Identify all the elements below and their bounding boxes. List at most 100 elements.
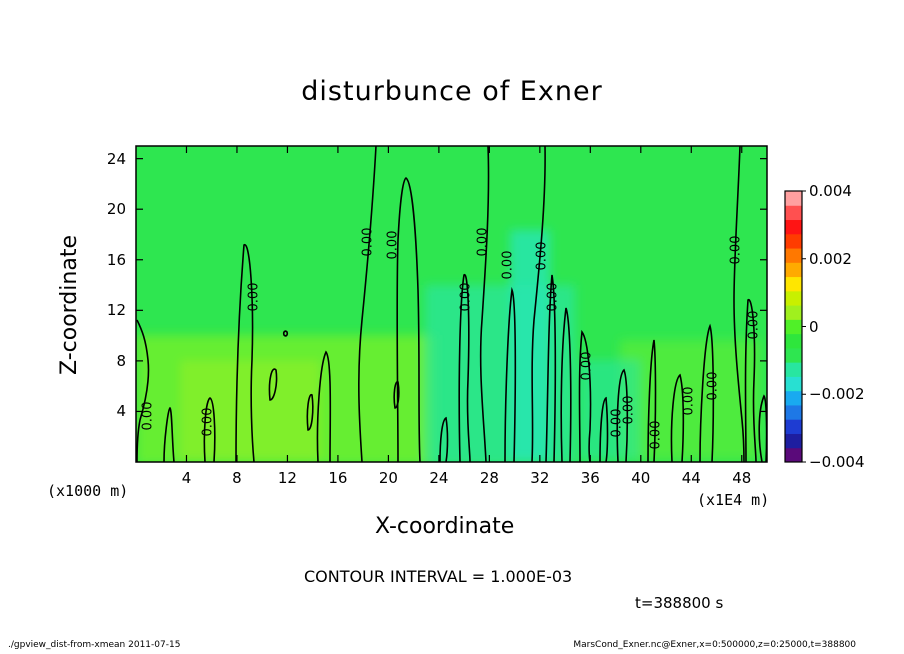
x-tick-label: 28: [479, 469, 499, 487]
x-tick-label: 16: [328, 469, 348, 487]
colorbar-swatch: [785, 333, 802, 349]
colorbar-swatch: [785, 447, 802, 463]
colorbar-swatch: [785, 276, 802, 292]
contour-line: [439, 416, 449, 462]
colorbar-swatch: [785, 404, 802, 420]
x-tick-label: 32: [530, 469, 550, 487]
contour-line: [316, 350, 332, 462]
contour-label: 0.00: [649, 421, 664, 450]
contour-line: [306, 394, 314, 431]
contour-line: [282, 330, 289, 337]
x-tick-marks: [185, 146, 743, 462]
colorbar-swatch: [785, 262, 802, 278]
colorbar: [784, 190, 806, 463]
contour-label: 0.00: [459, 283, 474, 312]
contour-label: 0.00: [580, 352, 595, 381]
footer-data-info: MarsCond_Exner.nc@Exner,x=0:500000,z=0:2…: [573, 640, 856, 650]
contour-label: 0.00: [247, 283, 262, 312]
colorbar-swatch: [785, 319, 802, 335]
contour-line: [163, 406, 175, 462]
contour-line: [733, 146, 745, 462]
time-label: t=388800 s: [635, 594, 724, 612]
contour-label: 0.00: [706, 372, 721, 401]
colorbar-tick-label: 0.004: [809, 182, 852, 200]
colorbar-swatch: [785, 347, 802, 363]
x-tick-label: 12: [277, 469, 297, 487]
colorbar-swatch: [785, 248, 802, 263]
colorbar-swatch: [785, 376, 802, 392]
y-axis-label: Z-coordinate: [57, 235, 82, 375]
contour-line: [235, 244, 255, 462]
colorbar-swatch: [785, 433, 802, 449]
contour-line: [670, 373, 685, 462]
y-tick-marks: [136, 158, 767, 413]
contour-label: 0.00: [682, 387, 697, 416]
x-tick-label: 24: [429, 469, 449, 487]
z-unit-label: (x1000 m): [47, 482, 129, 500]
contour-label: 0.00: [729, 236, 744, 265]
contour-label: 0.00: [501, 251, 516, 280]
x-tick-label: 36: [580, 469, 600, 487]
contour-line: [504, 286, 517, 462]
contour-line: [268, 368, 278, 401]
contour-label: 0.00: [546, 283, 561, 312]
contour-line: [578, 329, 592, 462]
colorbar-swatch: [785, 305, 802, 320]
positive-anomaly-patch: [180, 360, 320, 460]
x-unit-label: (x1E4 m): [697, 491, 770, 509]
colorbar-swatch: [785, 233, 802, 249]
colorbar-swatch: [785, 290, 802, 306]
y-tick-label: 20: [106, 200, 126, 219]
colorbar-tick-label: 0.002: [809, 249, 852, 268]
contour-line: [599, 396, 609, 462]
colorbar-swatch: [785, 205, 802, 221]
y-tick-label: 16: [106, 250, 126, 269]
colorbar-swatch: [785, 419, 802, 434]
contour-line: [616, 368, 629, 462]
contour-line: [458, 274, 471, 462]
y-tick-label: 12: [106, 301, 126, 320]
contour-label: 0.00: [622, 396, 637, 425]
contour-line: [136, 319, 150, 462]
chart-title: disturbunce of Exner: [301, 76, 603, 107]
contour-line: [531, 146, 546, 462]
contour-line: [203, 397, 216, 462]
contour-label: 0.00: [201, 408, 216, 437]
contour-label: 0.00: [476, 228, 491, 257]
contour-label: 0.00: [747, 311, 762, 340]
x-tick-label: 44: [681, 469, 701, 487]
contour-label: 0.00: [535, 242, 550, 271]
colorbar-swatch: [785, 219, 802, 235]
contour-line: [396, 177, 421, 462]
contour-label: 0.00: [141, 402, 156, 431]
x-axis-label: X-coordinate: [375, 514, 515, 539]
footer-script-info: ./gpview_dist-from-xmean 2011-07-15: [8, 640, 181, 650]
contour-line: [545, 274, 557, 462]
y-tick-label: 8: [116, 351, 126, 370]
colorbar-tick-label: −0.004: [809, 453, 865, 471]
contour-label: 0.00: [386, 231, 401, 260]
colorbar-swatch: [785, 390, 802, 406]
x-tick-label: 20: [378, 469, 398, 487]
colorbar-swatch: [785, 191, 802, 206]
x-tick-label: 8: [232, 469, 242, 487]
contour-line: [479, 146, 490, 462]
colorbar-swatch: [785, 362, 802, 377]
contour-label: 0.00: [610, 409, 625, 438]
plot-frame: [135, 145, 768, 463]
contour-line: [560, 307, 572, 462]
y-tick-label: 24: [106, 149, 126, 168]
x-tick-label: 48: [732, 469, 752, 487]
contour-labels: 0.00 0.00 0.00 0.00 0.00 0.00 0.00 0.00 …: [141, 228, 762, 450]
colorbar-tick-label: 0: [809, 317, 819, 336]
contour-line: [647, 339, 657, 462]
contour-line: [744, 299, 757, 462]
colorbar-tick-label: −0.002: [809, 385, 865, 404]
x-tick-label: 4: [181, 469, 192, 487]
contour-line: [358, 146, 377, 462]
contour-line: [699, 323, 715, 462]
contour-interval-note: CONTOUR INTERVAL = 1.000E-03: [304, 567, 573, 586]
negative-anomaly-column: [510, 230, 550, 460]
contour-label: 0.00: [361, 228, 376, 257]
